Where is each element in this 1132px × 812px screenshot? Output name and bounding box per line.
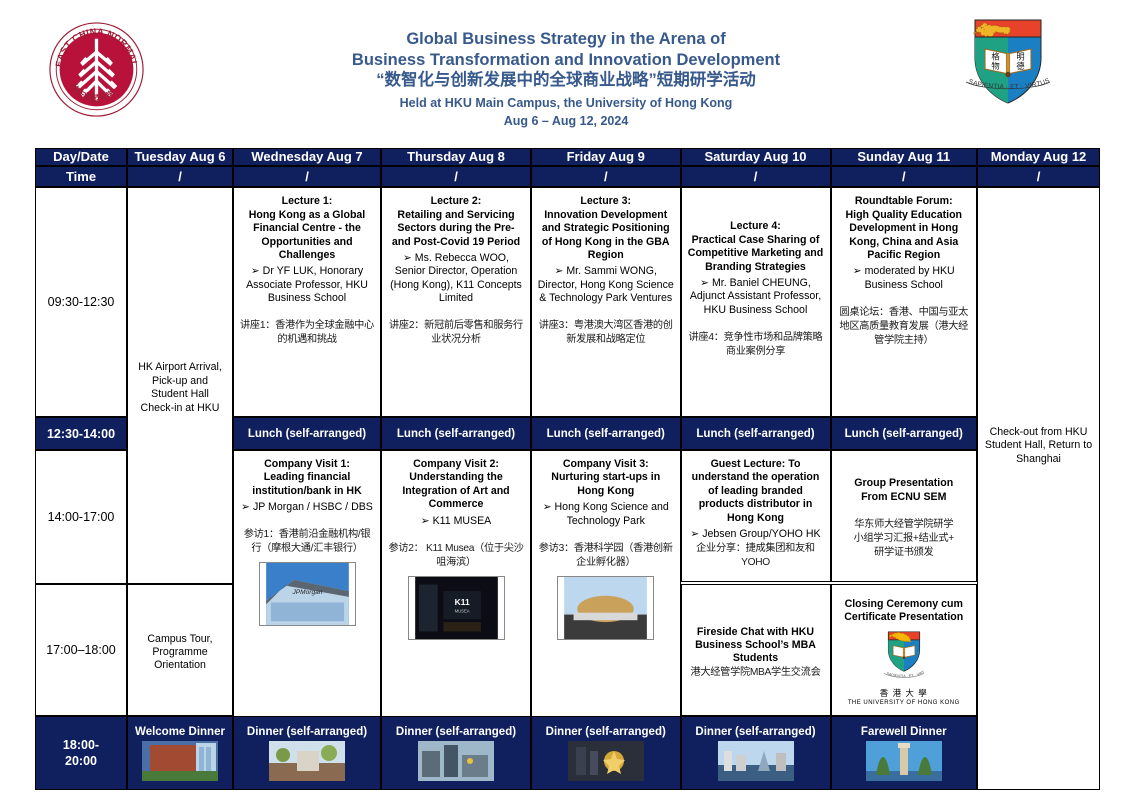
svg-text:K11: K11 (454, 597, 469, 607)
svg-text:JPMorgan: JPMorgan (291, 589, 322, 596)
svg-text:MUSEA: MUSEA (454, 608, 469, 613)
